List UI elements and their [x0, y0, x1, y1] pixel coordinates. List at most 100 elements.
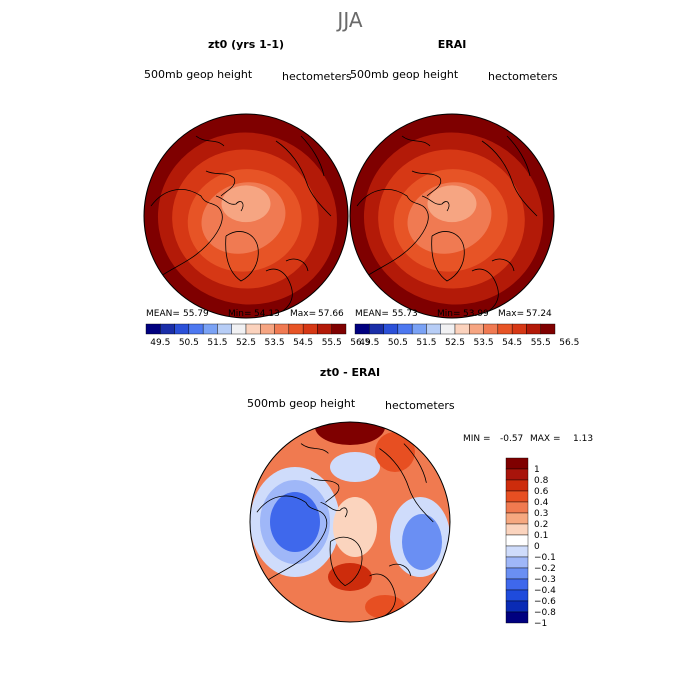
- panel-model-colorbar-box-12: [317, 323, 332, 335]
- panel-model-colorbar-box-11: [302, 323, 318, 335]
- panel-model-coastlines: [150, 135, 332, 315]
- panel-diff-colorbar-tick-4: 0.3: [534, 509, 548, 519]
- panel-erai-max-value: 57.24: [526, 309, 552, 319]
- panel-diff-colorbar-box-9: [505, 556, 529, 569]
- panel-diff-units: hectometers: [385, 399, 455, 412]
- main-title: JJA: [335, 8, 362, 32]
- panel-model-colorbar-box-8: [260, 323, 275, 335]
- panel-model-min-label: Min=: [228, 309, 252, 319]
- panel-diff-contour-fill: [250, 422, 450, 622]
- panel-diff-colorbar-tick-13: −0.8: [534, 608, 556, 618]
- panel-erai-colorbar-box-4: [411, 323, 427, 335]
- panel-erai-colorbar-box-2: [383, 323, 399, 335]
- panel-model-coastline-6: [275, 140, 332, 217]
- panel-model-colorbar-tick-0: 49.5: [150, 338, 170, 348]
- panel-model-min-value: 54.13: [254, 309, 280, 319]
- panel-model-colorbar-tick-7: 56.5: [350, 338, 370, 348]
- panel-erai-colorbar-tick-4: 53.5: [474, 338, 494, 348]
- panel-diff-min-label: MIN =: [463, 434, 491, 444]
- panel-model-coastline-5: [285, 258, 309, 272]
- panel-model-colorbar-box-1: [160, 323, 175, 335]
- panel-model-colorbar-tick-1: 50.5: [179, 338, 199, 348]
- panel-diff-colorbar-box-12: [505, 589, 529, 602]
- panel-diff-colorbar-tick-0: 1: [534, 465, 540, 475]
- panel-diff-blob-4: [402, 514, 442, 570]
- panel-model-colorbar: 49.5 50.5 51.5 52.5 53.5 54.5 55.5 56.5: [145, 323, 370, 348]
- panel-erai-coastline-3: [431, 231, 465, 282]
- panel-diff-map-border: [249, 421, 451, 623]
- panel-erai-colorbar-tick-1: 50.5: [388, 338, 408, 348]
- panel-diff-colorbar-tick-8: −0.1: [534, 553, 556, 563]
- panel-diff-colorbar-box-4: [505, 501, 529, 514]
- panel-diff-colorbar-box-8: [505, 545, 529, 558]
- panel-model-colorbar-tick-3: 52.5: [236, 338, 256, 348]
- panel-erai-coastline-6: [481, 140, 538, 217]
- panel-erai-colorbar-box-1: [369, 323, 384, 335]
- panel-erai-units: hectometers: [488, 70, 558, 83]
- panel-erai-colorbar-tick-0: 49.5: [359, 338, 379, 348]
- panel-diff-coastlines: [256, 443, 434, 619]
- panel-diff-colorbar-tick-3: 0.4: [534, 498, 549, 508]
- panel-erai: ERAI 500mb geop height hectometers MEAN=…: [349, 38, 579, 348]
- panel-erai-coastlines: [356, 135, 538, 315]
- panel-erai-colorbar-box-6: [440, 323, 456, 335]
- panel-erai-stats: MEAN= 55.73 Min= 53.99 Max= 57.24: [355, 309, 552, 319]
- panel-model-colorbar-box-2: [174, 323, 190, 335]
- panel-erai-coastline-2: [421, 195, 450, 212]
- panel-model-stats: MEAN= 55.79 Min= 54.13 Max= 57.66: [146, 309, 344, 319]
- panel-diff: zt0 - ERAI 500mb geop height hectometers…: [247, 366, 593, 629]
- panel-diff-colorbar-tick-14: −1: [534, 619, 547, 629]
- panel-diff-colorbar-tick-11: −0.4: [534, 586, 556, 596]
- panel-model-coastline-1: [205, 170, 236, 197]
- panel-erai-map-border: [349, 113, 555, 319]
- panel-model-max-value: 57.66: [318, 309, 344, 319]
- panel-erai-mean-label: MEAN=: [355, 309, 389, 319]
- panel-erai-colorbar-box-0: [354, 323, 370, 335]
- panel-erai-field-label: 500mb geop height: [350, 68, 459, 81]
- panel-diff-min-value: -0.57: [500, 434, 523, 444]
- panel-model-field-label: 500mb geop height: [144, 68, 253, 81]
- panel-model-units: hectometers: [282, 70, 352, 83]
- panel-model-colorbar-tick-4: 53.5: [265, 338, 285, 348]
- panel-erai-coastline-7: [506, 135, 531, 177]
- panel-diff-colorbar-box-5: [505, 512, 529, 525]
- panel-diff-colorbar-box-11: [505, 578, 529, 591]
- panel-model-max-label: Max=: [290, 309, 316, 319]
- panel-erai-colorbar-box-13: [540, 323, 556, 335]
- panel-diff-blob-9: [328, 563, 372, 591]
- panel-diff-blob-8: [375, 432, 415, 472]
- panel-diff-coastline-2: [320, 502, 348, 518]
- panel-diff-colorbar-tick-12: −0.6: [534, 597, 556, 607]
- panel-erai-colorbar-box-5: [426, 323, 441, 335]
- panel-erai-colorbar-tick-6: 55.5: [531, 338, 551, 348]
- panel-model-colorbar-box-4: [202, 323, 218, 335]
- panel-erai-level-4: [427, 185, 477, 223]
- panel-diff-stats: MIN = -0.57 MAX = 1.13: [463, 434, 593, 444]
- panel-diff-blob-6: [333, 497, 377, 557]
- panel-diff-coastline-7: [403, 443, 427, 483]
- panel-model-coastline-2: [215, 195, 244, 212]
- panel-erai-colorbar-box-9: [483, 323, 499, 335]
- panel-model-coastline-0: [150, 189, 223, 277]
- panel-model-colorbar-box-3: [188, 323, 204, 335]
- panel-model-map-border: [143, 113, 349, 319]
- panel-diff-colorbar-tick-1: 0.8: [534, 476, 549, 486]
- panel-diff-colorbar-box-0: [505, 457, 529, 470]
- panel-model-mean-label: MEAN=: [146, 309, 180, 319]
- panel-model-colorbar-tick-2: 51.5: [207, 338, 227, 348]
- panel-diff-coastline-5: [389, 563, 412, 576]
- panel-diff-colorbar-tick-7: 0: [534, 542, 540, 552]
- panel-diff-blob-5: [330, 452, 380, 482]
- panel-diff-colorbar-tick-6: 0.1: [534, 531, 548, 541]
- panel-model-title: zt0 (yrs 1-1): [208, 38, 284, 51]
- panel-diff-colorbar-box-1: [505, 468, 529, 481]
- panel-diff-title: zt0 - ERAI: [320, 366, 380, 379]
- panel-diff-blob-2: [270, 492, 320, 552]
- panel-model-coastline-8: [195, 135, 225, 147]
- panel-diff-colorbar-box-13: [505, 600, 529, 613]
- panel-erai-coastline-4: [471, 268, 499, 315]
- panel-erai-mean-value: 55.73: [392, 309, 418, 319]
- panel-diff-max-value: 1.13: [573, 434, 593, 444]
- panel-diff-coastline-0: [256, 495, 328, 582]
